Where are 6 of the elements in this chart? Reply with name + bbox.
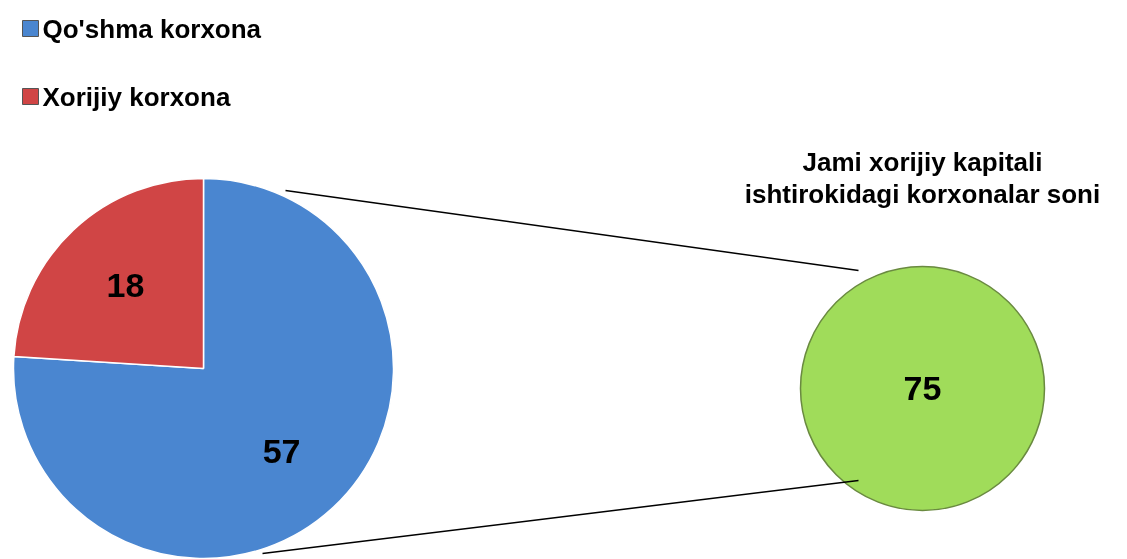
data-label: 75 bbox=[903, 369, 942, 407]
legend-label: Qo'shma korxona bbox=[42, 13, 262, 44]
data-label: 57 bbox=[262, 432, 301, 471]
data-label: 18 bbox=[106, 265, 145, 304]
legend-label: Xorijiy korxona bbox=[42, 81, 231, 112]
chart-title: Jami xorijiy kapitali ishtirokidagi korxonalar soni bbox=[744, 146, 1101, 209]
